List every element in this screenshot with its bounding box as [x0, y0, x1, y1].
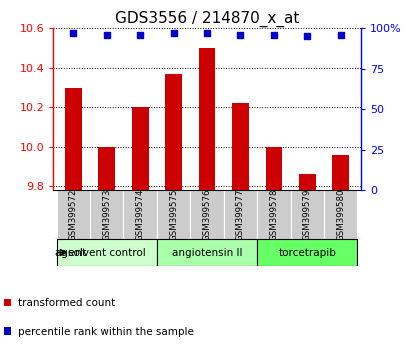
Point	[203, 30, 210, 36]
Bar	[323, 190, 357, 239]
Text: GSM399579: GSM399579	[302, 188, 311, 241]
Bar	[190, 190, 223, 239]
Text: GSM399578: GSM399578	[269, 188, 278, 241]
Bar	[56, 239, 157, 266]
Bar	[298, 175, 315, 190]
Bar	[157, 239, 256, 266]
Text: transformed count: transformed count	[18, 298, 115, 308]
Bar	[231, 103, 248, 190]
Text: solvent control: solvent control	[68, 247, 145, 258]
Point	[170, 30, 176, 36]
Text: GSM399573: GSM399573	[102, 188, 111, 241]
Bar	[290, 190, 323, 239]
Point	[303, 34, 310, 39]
Text: GSM399577: GSM399577	[236, 188, 244, 241]
Point	[70, 30, 76, 36]
Point	[237, 32, 243, 38]
Text: agent: agent	[54, 247, 86, 258]
Text: GSM399575: GSM399575	[169, 188, 178, 241]
Bar	[65, 87, 81, 190]
Bar	[256, 190, 290, 239]
Point	[337, 32, 343, 38]
Text: angiotensin II: angiotensin II	[171, 247, 242, 258]
Bar	[90, 190, 123, 239]
Bar	[123, 190, 157, 239]
Point	[103, 32, 110, 38]
Bar	[56, 190, 90, 239]
Text: GSM399574: GSM399574	[135, 188, 144, 241]
Bar	[256, 239, 357, 266]
Text: percentile rank within the sample: percentile rank within the sample	[18, 327, 193, 337]
Bar	[198, 48, 215, 190]
Title: GDS3556 / 214870_x_at: GDS3556 / 214870_x_at	[115, 11, 299, 27]
Bar	[132, 107, 148, 190]
Text: GSM399572: GSM399572	[69, 188, 78, 241]
Bar	[265, 147, 281, 190]
Point	[137, 32, 143, 38]
Text: GSM399580: GSM399580	[335, 188, 344, 241]
Point	[270, 32, 276, 38]
Bar	[223, 190, 256, 239]
Text: GSM399576: GSM399576	[202, 188, 211, 241]
Bar	[98, 147, 115, 190]
Bar	[157, 190, 190, 239]
Bar	[332, 155, 348, 190]
Text: torcetrapib: torcetrapib	[278, 247, 335, 258]
Bar	[165, 74, 182, 190]
